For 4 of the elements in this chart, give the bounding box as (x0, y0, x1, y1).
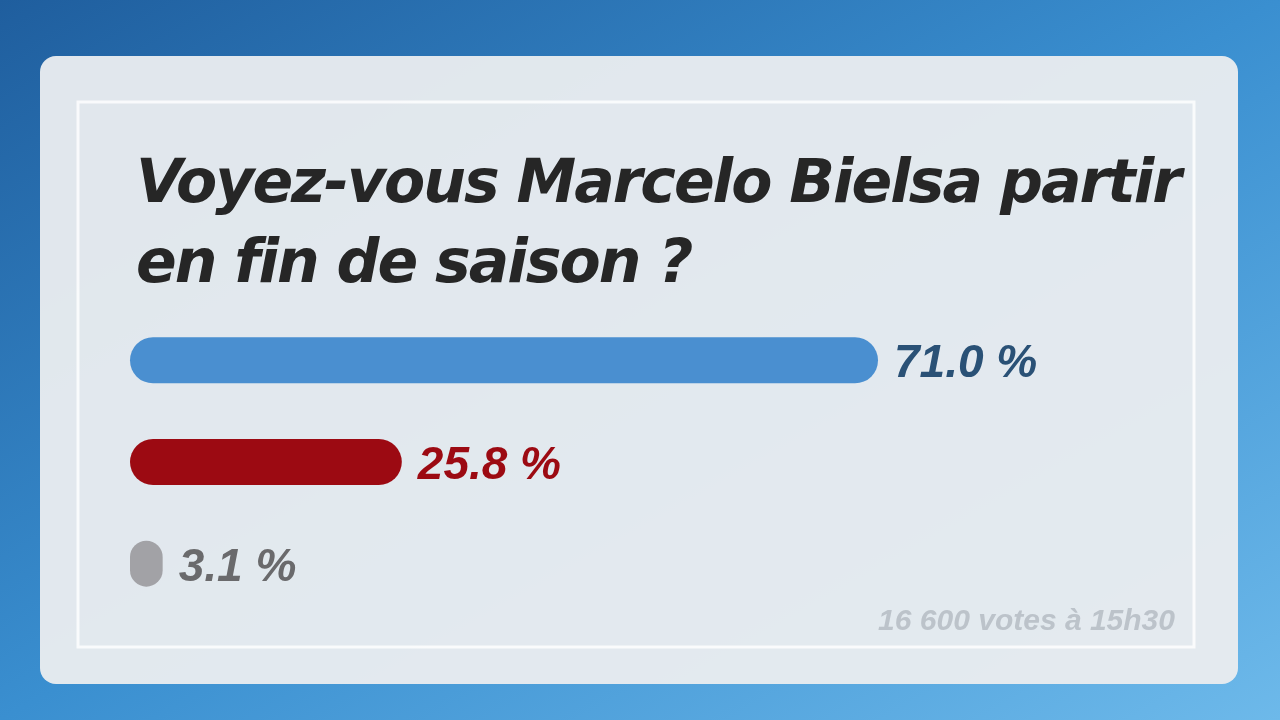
data-label: 25.8 % (416, 437, 562, 489)
data-label: 71.0 % (894, 335, 1038, 388)
data-label: 3.1 % (178, 538, 297, 591)
chart-title: Voyez-vous Marcelo Bielsa partir en fin de saison ? (136, 146, 1186, 296)
